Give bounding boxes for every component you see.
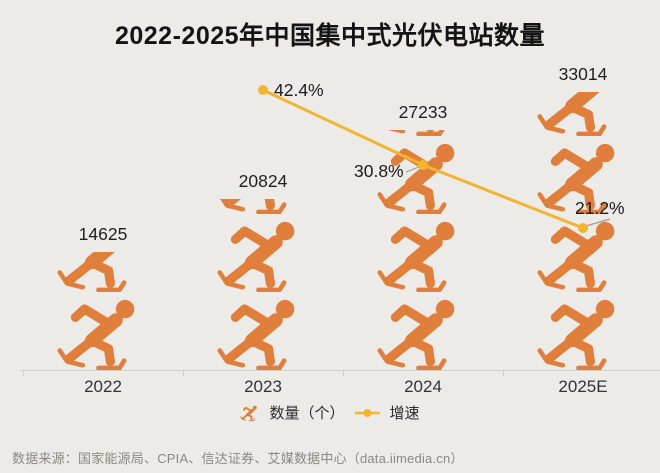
legend-growth-label: 增速 xyxy=(389,405,420,422)
x-axis-label-2023: 2023 xyxy=(244,377,282,396)
growth-value-label: 21.2% xyxy=(575,198,625,218)
bar-value-label: 27233 xyxy=(398,102,448,122)
legend: 数量（个） 增速 xyxy=(0,402,660,423)
legend-line-dot-icon xyxy=(354,408,380,417)
x-axis-tick xyxy=(503,370,504,376)
growth-value-label: 30.8% xyxy=(354,161,404,181)
skater-icon xyxy=(217,296,309,370)
skater-icon xyxy=(377,218,469,292)
legend-quantity-label: 数量（个） xyxy=(269,405,345,422)
skater-icon xyxy=(377,296,469,370)
skater-icon xyxy=(537,92,629,136)
bar-value-label: 20824 xyxy=(238,171,288,191)
skater-icon xyxy=(537,296,629,370)
skater-icon xyxy=(217,218,309,292)
x-axis-tick xyxy=(183,370,184,376)
x-axis-label-2022: 2022 xyxy=(84,377,122,396)
bar-column-2023: 20824 xyxy=(183,171,343,370)
growth-point xyxy=(258,85,268,95)
x-axis-tick xyxy=(23,370,24,376)
skater-icon xyxy=(537,218,629,292)
legend-skater-icon xyxy=(240,404,259,421)
skater-icon xyxy=(57,252,149,292)
partial-skater-icon xyxy=(377,130,469,136)
partial-skater-icon xyxy=(537,92,629,136)
x-axis-tick xyxy=(343,370,344,376)
x-axis-label-2025E: 2025E xyxy=(558,377,608,396)
skater-icon xyxy=(377,130,469,136)
bar-value-label: 33014 xyxy=(558,64,608,84)
growth-value-label: 42.4% xyxy=(274,80,324,100)
bar-column-2022: 14625 xyxy=(23,224,183,370)
bar-column-2025E: 33014 xyxy=(503,64,660,370)
chart-title: 2022-2025年中国集中式光伏电站数量 xyxy=(114,22,546,50)
partial-skater-icon xyxy=(57,252,149,292)
bar-column-2024: 27233 xyxy=(343,102,503,370)
x-axis-line xyxy=(20,370,660,371)
bar-value-label: 14625 xyxy=(78,224,128,244)
skater-icon xyxy=(217,199,309,214)
partial-skater-icon xyxy=(217,199,309,214)
data-source-note: 数据来源：国家能源局、CPIA、信达证券、艾媒数据中心（data.iimedia… xyxy=(12,451,464,466)
x-axis-label-2024: 2024 xyxy=(404,377,442,396)
skater-icon xyxy=(57,296,149,370)
